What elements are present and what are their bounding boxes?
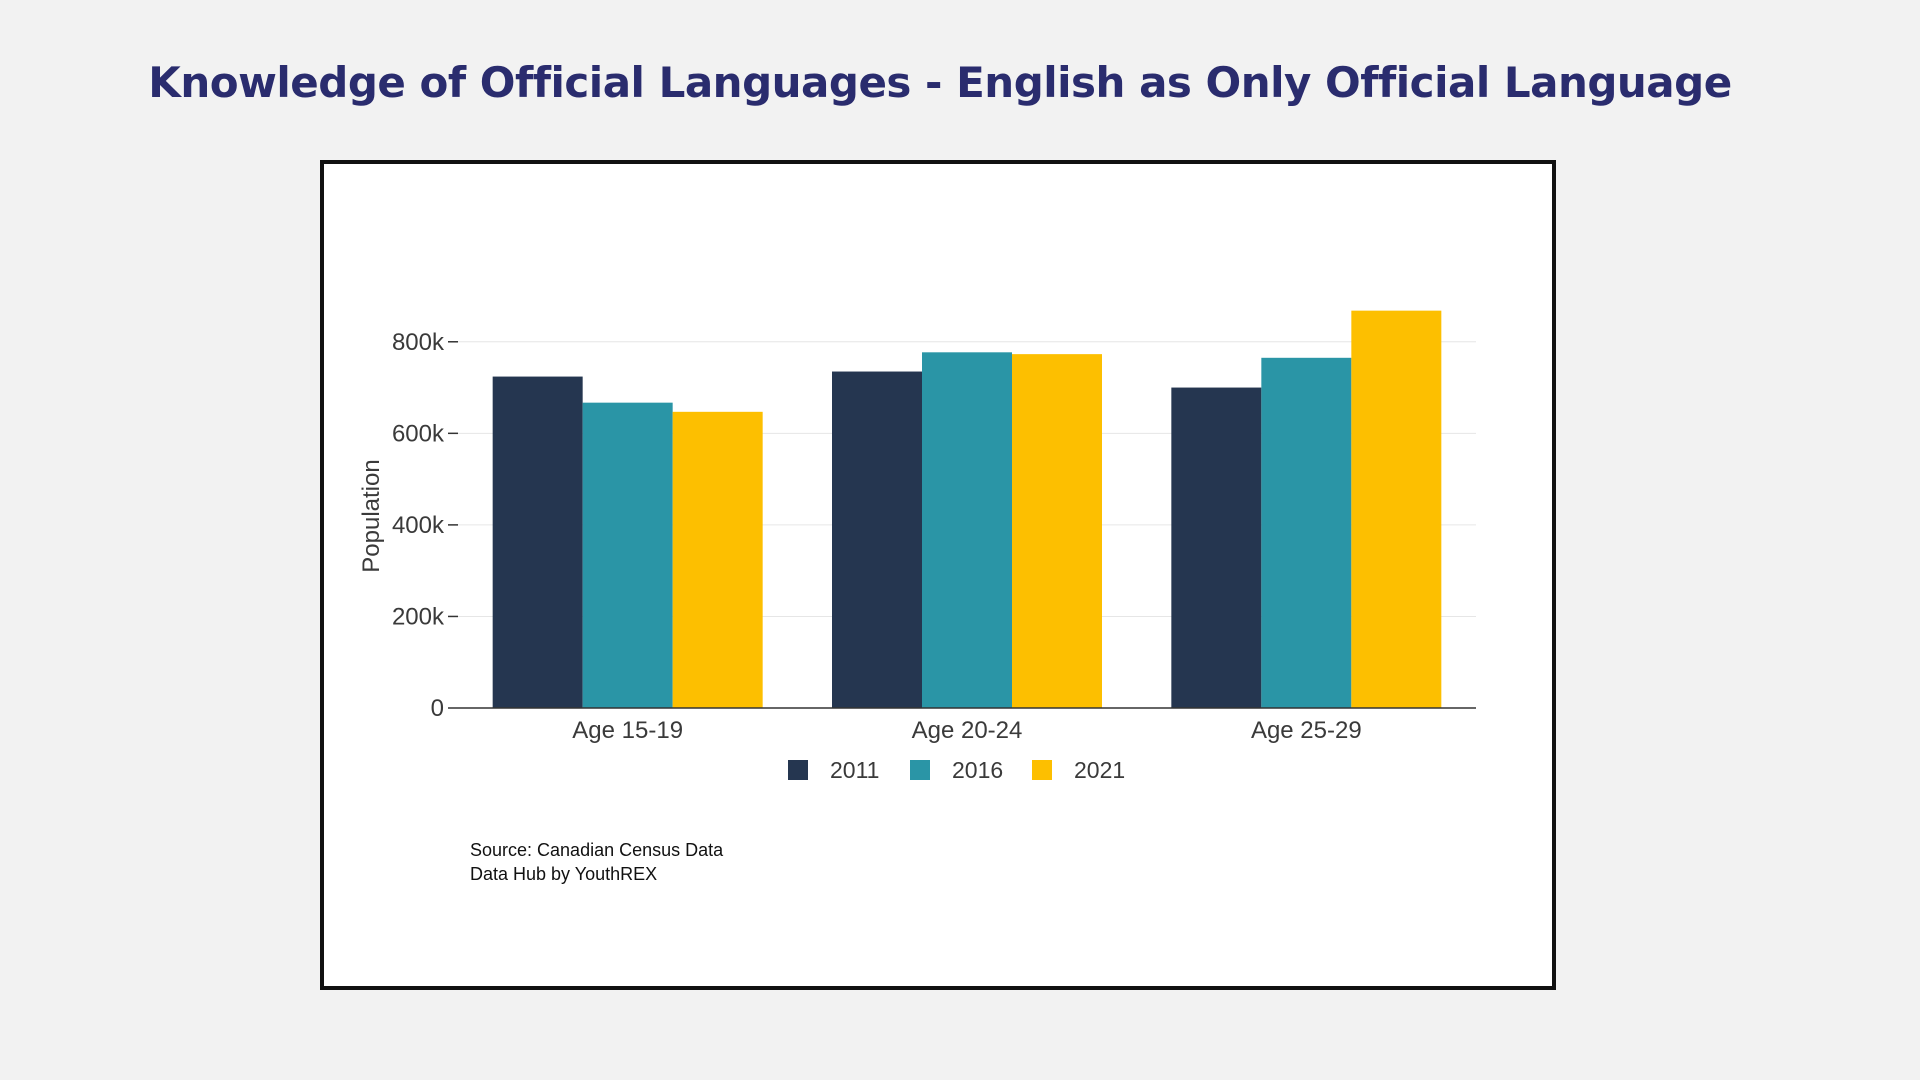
bars <box>492 310 1442 708</box>
legend-swatch <box>1032 760 1052 780</box>
bar-chart: 0 200k 400k 600k 800k Population Age 15-19 Age … <box>358 310 1476 783</box>
axes: 0 200k 400k 600k 800k Population Age 15-19 Age … <box>358 329 1476 744</box>
source-line: Source: Canadian Census Data <box>470 840 724 860</box>
credit-line: Data Hub by YouthREX <box>470 864 658 884</box>
legend-label: 2011 <box>830 757 879 783</box>
bar <box>1012 354 1102 708</box>
x-tick-label: Age 20-24 <box>912 717 1023 744</box>
y-tick-label: 200k <box>392 603 445 630</box>
bar <box>492 376 583 708</box>
y-tick-label: 0 <box>431 695 444 722</box>
legend: 2011 2016 2021 <box>788 757 1125 783</box>
bar <box>1351 310 1442 708</box>
bar <box>922 352 1012 708</box>
bar <box>832 371 922 708</box>
y-tick-label: 800k <box>392 329 445 356</box>
legend-label: 2016 <box>952 757 1003 783</box>
page-title: Knowledge of Official Languages - Englis… <box>148 58 1732 107</box>
bar <box>582 402 673 708</box>
y-tick-label: 600k <box>392 420 445 447</box>
bar <box>1171 387 1262 708</box>
legend-label: 2021 <box>1074 757 1125 783</box>
y-tick-label: 400k <box>392 512 445 539</box>
x-tick-label: Age 15-19 <box>572 717 683 744</box>
x-tick-label: Age 25-29 <box>1251 717 1362 744</box>
legend-swatch <box>788 760 808 780</box>
legend-swatch <box>910 760 930 780</box>
source-note: Source: Canadian Census Data Data Hub by… <box>470 838 723 886</box>
bar <box>1261 357 1352 708</box>
chart-panel: 0 200k 400k 600k 800k Population Age 15-19 Age … <box>320 160 1556 990</box>
bar <box>672 411 763 708</box>
y-axis-title: Population <box>358 459 385 572</box>
